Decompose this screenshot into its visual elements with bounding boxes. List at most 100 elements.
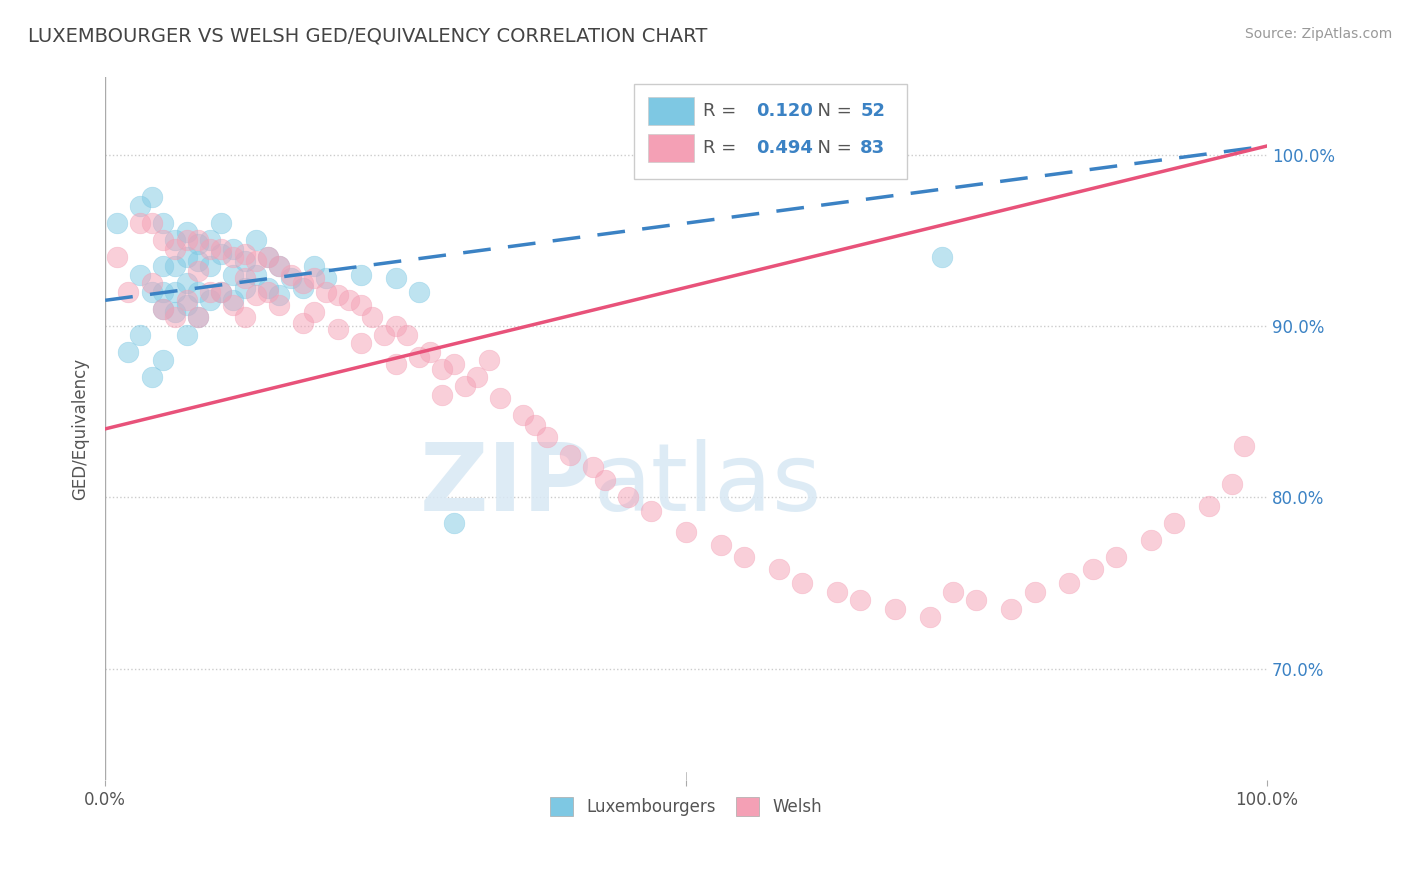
Point	[222, 268, 245, 282]
Point	[187, 310, 209, 325]
Point	[152, 259, 174, 273]
Point	[129, 268, 152, 282]
Point	[465, 370, 488, 384]
Point	[337, 293, 360, 308]
Point	[524, 418, 547, 433]
Point	[141, 285, 163, 299]
Point	[931, 251, 953, 265]
Point	[187, 253, 209, 268]
Point	[176, 233, 198, 247]
Point	[350, 268, 373, 282]
Point	[198, 293, 221, 308]
Point	[1000, 602, 1022, 616]
Point	[326, 288, 349, 302]
Point	[209, 285, 232, 299]
Point	[617, 491, 640, 505]
Point	[454, 379, 477, 393]
Point	[176, 298, 198, 312]
Point	[443, 357, 465, 371]
Point	[291, 316, 314, 330]
Point	[1024, 584, 1046, 599]
Point	[269, 298, 291, 312]
Point	[1220, 476, 1243, 491]
Point	[326, 322, 349, 336]
Point	[105, 216, 128, 230]
Text: R =: R =	[703, 139, 742, 157]
Point	[141, 190, 163, 204]
Point	[280, 271, 302, 285]
Point	[396, 327, 419, 342]
Point	[105, 251, 128, 265]
Point	[152, 301, 174, 316]
Text: ZIP: ZIP	[420, 439, 593, 531]
Point	[222, 242, 245, 256]
Bar	[648, 134, 695, 161]
Point	[152, 285, 174, 299]
Point	[187, 285, 209, 299]
Point	[269, 288, 291, 302]
Text: LUXEMBOURGER VS WELSH GED/EQUIVALENCY CORRELATION CHART: LUXEMBOURGER VS WELSH GED/EQUIVALENCY CO…	[28, 27, 707, 45]
Point	[918, 610, 941, 624]
Point	[315, 285, 337, 299]
Point	[176, 293, 198, 308]
Point	[152, 233, 174, 247]
Point	[141, 370, 163, 384]
Point	[593, 473, 616, 487]
Point	[512, 408, 534, 422]
Point	[176, 251, 198, 265]
Point	[582, 459, 605, 474]
Point	[269, 259, 291, 273]
Point	[117, 285, 139, 299]
Point	[304, 259, 326, 273]
Point	[163, 242, 186, 256]
Point	[1198, 499, 1220, 513]
FancyBboxPatch shape	[634, 85, 907, 179]
Legend: Luxembourgers, Welsh: Luxembourgers, Welsh	[541, 789, 831, 825]
Point	[176, 327, 198, 342]
Point	[768, 562, 790, 576]
Point	[430, 362, 453, 376]
Point	[408, 285, 430, 299]
Point	[966, 593, 988, 607]
Point	[825, 584, 848, 599]
Text: 52: 52	[860, 103, 886, 120]
Text: R =: R =	[703, 103, 742, 120]
Point	[1139, 533, 1161, 548]
Point	[176, 276, 198, 290]
Point	[163, 305, 186, 319]
Point	[489, 391, 512, 405]
Point	[558, 448, 581, 462]
Point	[1105, 550, 1128, 565]
Point	[187, 264, 209, 278]
Point	[291, 281, 314, 295]
Point	[209, 285, 232, 299]
Text: 0.494: 0.494	[756, 139, 813, 157]
Point	[350, 336, 373, 351]
Point	[198, 242, 221, 256]
Point	[222, 298, 245, 312]
Point	[942, 584, 965, 599]
Point	[129, 199, 152, 213]
Point	[419, 344, 441, 359]
Point	[384, 357, 406, 371]
Point	[477, 353, 499, 368]
Point	[187, 233, 209, 247]
Point	[408, 350, 430, 364]
Point	[233, 247, 256, 261]
Point	[1059, 576, 1081, 591]
Point	[141, 216, 163, 230]
Point	[198, 285, 221, 299]
Point	[233, 253, 256, 268]
Point	[152, 216, 174, 230]
Point	[1163, 516, 1185, 530]
Point	[198, 233, 221, 247]
Point	[233, 271, 256, 285]
Point	[176, 225, 198, 239]
Point	[384, 318, 406, 333]
Point	[209, 242, 232, 256]
Point	[849, 593, 872, 607]
Point	[304, 305, 326, 319]
Point	[163, 259, 186, 273]
Point	[209, 247, 232, 261]
Text: Source: ZipAtlas.com: Source: ZipAtlas.com	[1244, 27, 1392, 41]
